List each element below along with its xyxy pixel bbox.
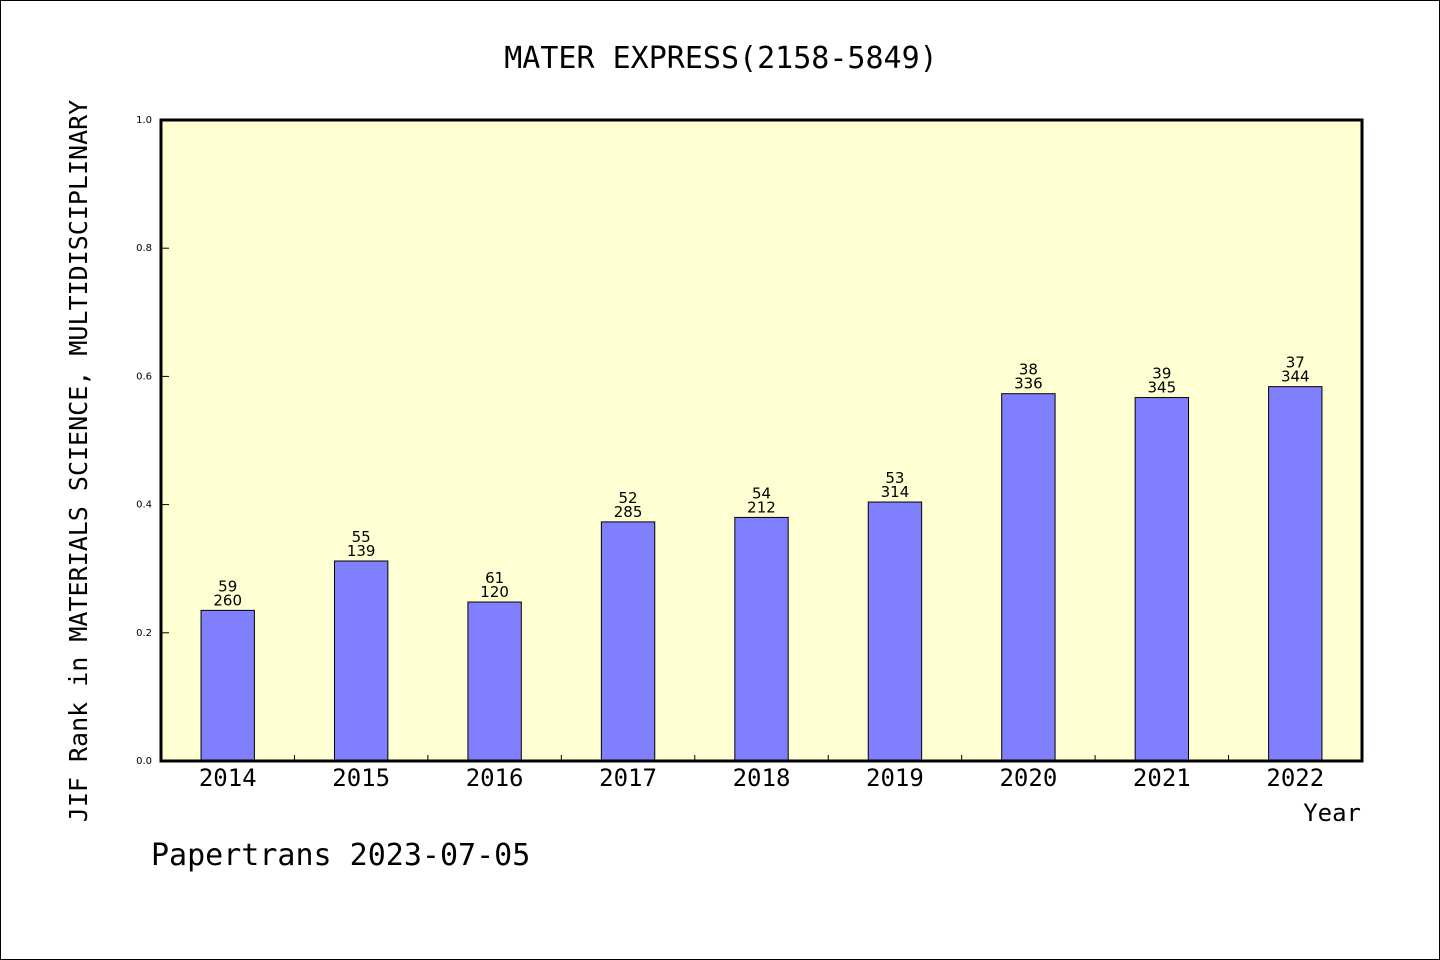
bar-2021 — [1134, 397, 1190, 762]
bar-rank-label: 37 — [1286, 354, 1305, 372]
x-axis-label: Year — [1303, 799, 1361, 827]
bar-rank-label: 53 — [885, 469, 904, 487]
bar-2019 — [867, 501, 923, 762]
x-tick-label: 2017 — [599, 764, 657, 792]
x-tick-label: 2022 — [1266, 764, 1324, 792]
x-tick-label: 2016 — [466, 764, 524, 792]
footer-watermark: Papertrans 2023-07-05 — [151, 838, 530, 873]
bar-rank-label: 52 — [619, 489, 638, 507]
y-tick-label: 0.8 — [136, 243, 152, 254]
bar-total-label: 345 — [1148, 379, 1177, 397]
bar-total-label: 260 — [213, 591, 242, 609]
bar-2016 — [467, 601, 522, 762]
y-tick-label: 0.6 — [136, 371, 152, 382]
bar-total-label: 212 — [747, 498, 776, 516]
y-tick-label: 0.4 — [136, 500, 152, 511]
x-tick-label: 2018 — [733, 764, 791, 792]
x-tick-label: 2015 — [332, 764, 390, 792]
bar-2018 — [734, 516, 789, 762]
chart-title: MATER EXPRESS(2158-5849) — [504, 41, 937, 76]
x-tick-labels: 2014 2015 2016 2017 2018 2019 2020 2021 2022 — [199, 764, 1324, 792]
plot-border — [159, 118, 1364, 763]
bar-rank-label: 54 — [752, 484, 771, 502]
y-tick-label: 1.0 — [136, 115, 152, 126]
x-tick-label: 2014 — [199, 764, 257, 792]
bar-total-label: 139 — [347, 542, 376, 560]
bar-2014 — [200, 609, 255, 762]
bar-2015 — [333, 560, 389, 762]
bar-2020 — [1001, 393, 1056, 762]
bar-total-label: 314 — [881, 483, 910, 501]
bar-rank-label: 59 — [218, 577, 237, 595]
bar-2017 — [600, 521, 656, 762]
x-tick-label: 2020 — [999, 764, 1057, 792]
bar-total-label: 285 — [614, 503, 643, 521]
x-tick-label: 2021 — [1133, 764, 1191, 792]
y-tick-label: 0.0 — [136, 756, 152, 767]
y-axis-label: JIF Rank in MATERIALS SCIENCE, MULTIDISC… — [64, 100, 93, 822]
bar-rank-label: 38 — [1019, 361, 1038, 379]
x-tick-label: 2019 — [866, 764, 924, 792]
bar-rank-label: 55 — [352, 528, 371, 546]
bar-total-label: 336 — [1014, 375, 1043, 393]
bar-rank-label: 61 — [485, 569, 504, 587]
bar-rank-label: 39 — [1152, 365, 1171, 383]
y-tick-label: 0.2 — [136, 628, 152, 639]
bar-total-label: 344 — [1281, 368, 1310, 386]
bar-2022 — [1268, 386, 1323, 762]
bar-total-label: 120 — [480, 583, 509, 601]
y-tick-labels: 0.0 0.2 0.4 0.6 0.8 1.0 — [136, 115, 152, 767]
